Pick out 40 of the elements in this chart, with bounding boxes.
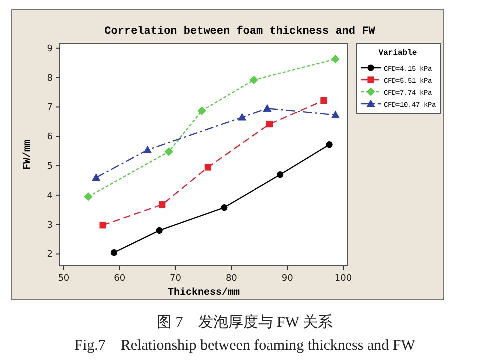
x-tick-label: 50 [58,274,70,284]
x-tick-label: 100 [334,274,352,284]
point [331,110,340,118]
y-axis-title: FW/mm [22,140,34,170]
point [198,106,206,116]
point [156,227,163,234]
point [159,202,166,208]
point [164,148,174,156]
point [144,146,152,154]
legend-title: Variable [378,49,418,58]
x-axis-title: Thickness/mm [168,287,240,299]
y-tick-label: 5 [47,162,53,172]
y-tick-label: 4 [47,191,54,202]
y-tick-label: 3 [47,220,53,231]
x-tick-label: 60 [114,274,126,284]
point [84,192,93,202]
point [263,104,272,112]
point [266,120,274,128]
point [110,249,118,256]
caption: 图 7 发泡厚度与 FW 关系 [157,314,333,331]
caption: Fig.7 Relationship between foaming thickness and FW [74,338,416,354]
x-tick-label: 70 [170,274,182,284]
y-tick-label: 9 [47,44,54,54]
point [204,164,212,171]
point [250,76,258,84]
point [326,142,333,148]
point [331,54,340,64]
chart-title: Correlation between foam thickness and FW [104,25,376,38]
point [221,204,228,212]
x-tick-label: 80 [226,274,238,284]
point [100,222,106,229]
y-tick-label: 7 [47,103,53,114]
y-tick-label: 6 [47,132,54,143]
point [92,173,101,182]
y-tick-label: 2 [47,250,53,260]
y-tick-label: 8 [47,74,54,84]
point [277,172,284,178]
point [238,113,247,121]
x-tick-label: 90 [282,274,294,284]
point [320,97,328,104]
